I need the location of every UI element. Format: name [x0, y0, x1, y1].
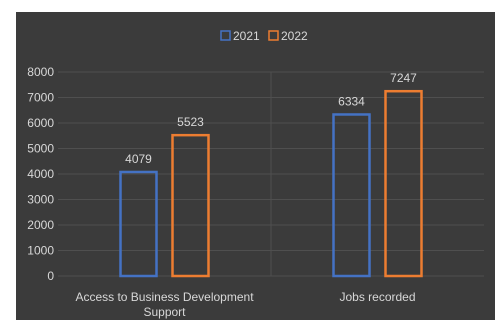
data-labels: 4079 5523 6334 7247 — [125, 71, 417, 166]
bars — [119, 89, 423, 278]
y-axis-ticks: 0 1000 2000 3000 4000 5000 6000 7000 8000 — [27, 65, 54, 283]
y-tick-label: 2000 — [27, 218, 54, 232]
legend-label: 2022 — [281, 29, 308, 43]
y-tick-label: 4000 — [27, 167, 54, 181]
y-tick-label: 7000 — [27, 91, 54, 105]
category-label: Support — [143, 305, 186, 319]
y-tick-label: 8000 — [27, 65, 54, 79]
category-label: Access to Business Development — [75, 290, 254, 304]
data-label: 6334 — [338, 94, 365, 108]
bar-2022-0 — [171, 133, 210, 278]
data-label: 5523 — [177, 115, 204, 129]
legend: 2021 2022 — [220, 29, 308, 43]
y-tick-label: 0 — [47, 269, 54, 283]
y-tick-label: 6000 — [27, 116, 54, 130]
legend-label: 2021 — [233, 29, 260, 43]
bar-2021-0 — [119, 170, 158, 278]
y-tick-label: 1000 — [27, 244, 54, 258]
chart-background — [16, 12, 495, 320]
gridlines — [58, 71, 484, 277]
y-tick-label: 5000 — [27, 142, 54, 156]
data-label: 7247 — [390, 71, 417, 85]
bar-2022-1 — [384, 89, 423, 278]
legend-swatch-2021 — [220, 30, 231, 41]
legend-swatch-2022 — [268, 30, 279, 41]
bar-2021-1 — [332, 113, 371, 278]
y-tick-label: 3000 — [27, 193, 54, 207]
data-label: 4079 — [125, 152, 152, 166]
category-label: Jobs recorded — [339, 290, 415, 304]
